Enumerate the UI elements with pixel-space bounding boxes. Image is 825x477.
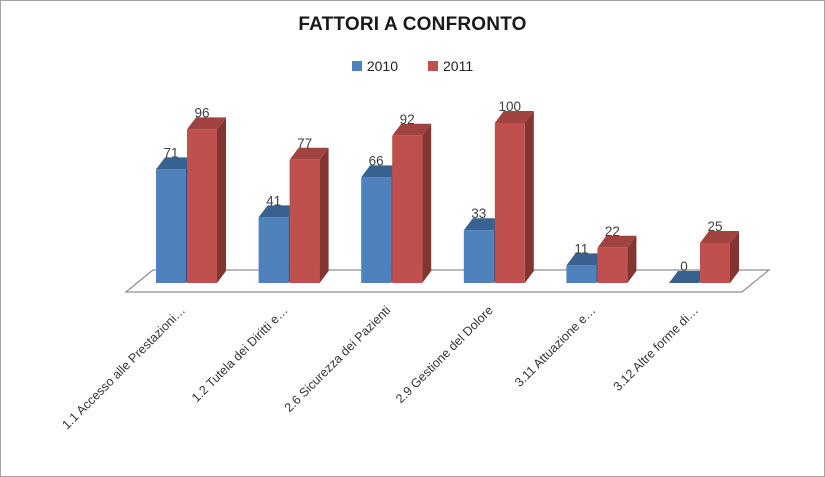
data-label-2011-4: 22 (605, 224, 620, 239)
bar-2011-3: 100 (494, 99, 534, 283)
category-label-5: 3.12 Altre forme di… (611, 303, 701, 393)
bar-2011-4: 22 (597, 224, 637, 283)
bar-2011-5: 25 (700, 219, 739, 283)
category-label-0: 1.1 Accesso alle Prestazioni… (59, 303, 188, 432)
bar-2011-2: 92 (392, 112, 432, 283)
data-label-2011-0: 96 (194, 105, 209, 120)
legend-label-2011: 2011 (443, 58, 474, 74)
data-label-2010-5: 0 (680, 259, 688, 274)
bar-2011-0: 96 (187, 105, 226, 284)
data-label-2010-2: 66 (369, 153, 384, 168)
data-label-2010-1: 41 (266, 193, 281, 208)
legend-item-2010: 2010 (351, 58, 399, 74)
category-label-1: 1.2 Tutela dei Diritti e… (189, 303, 291, 405)
legend-item-2011: 2011 (428, 58, 473, 74)
data-label-2011-3: 100 (499, 99, 522, 114)
legend: 2010 2011 (1, 58, 824, 74)
bar-2010-5: 0 (669, 259, 708, 283)
chart-title: FATTORI A CONFRONTO (298, 14, 527, 35)
data-label-2011-5: 25 (707, 219, 722, 234)
legend-swatch-2011 (428, 61, 439, 71)
data-label-2010-3: 33 (471, 206, 486, 221)
data-label-2010-0: 71 (163, 145, 178, 160)
bar-2011-1: 77 (289, 136, 329, 283)
legend-swatch-2010 (351, 61, 362, 71)
legend-label-2010: 2010 (366, 58, 399, 74)
category-label-2: 2.6 Sicurezza dei Pazienti (282, 303, 394, 415)
data-label-2011-2: 92 (400, 112, 415, 127)
data-label-2011-1: 77 (297, 136, 312, 151)
data-label-2010-4: 11 (574, 241, 588, 256)
category-label-4: 3.11 Attuazione e… (512, 303, 598, 389)
category-label-3: 2.9 Gestione del Dolore (393, 303, 496, 406)
